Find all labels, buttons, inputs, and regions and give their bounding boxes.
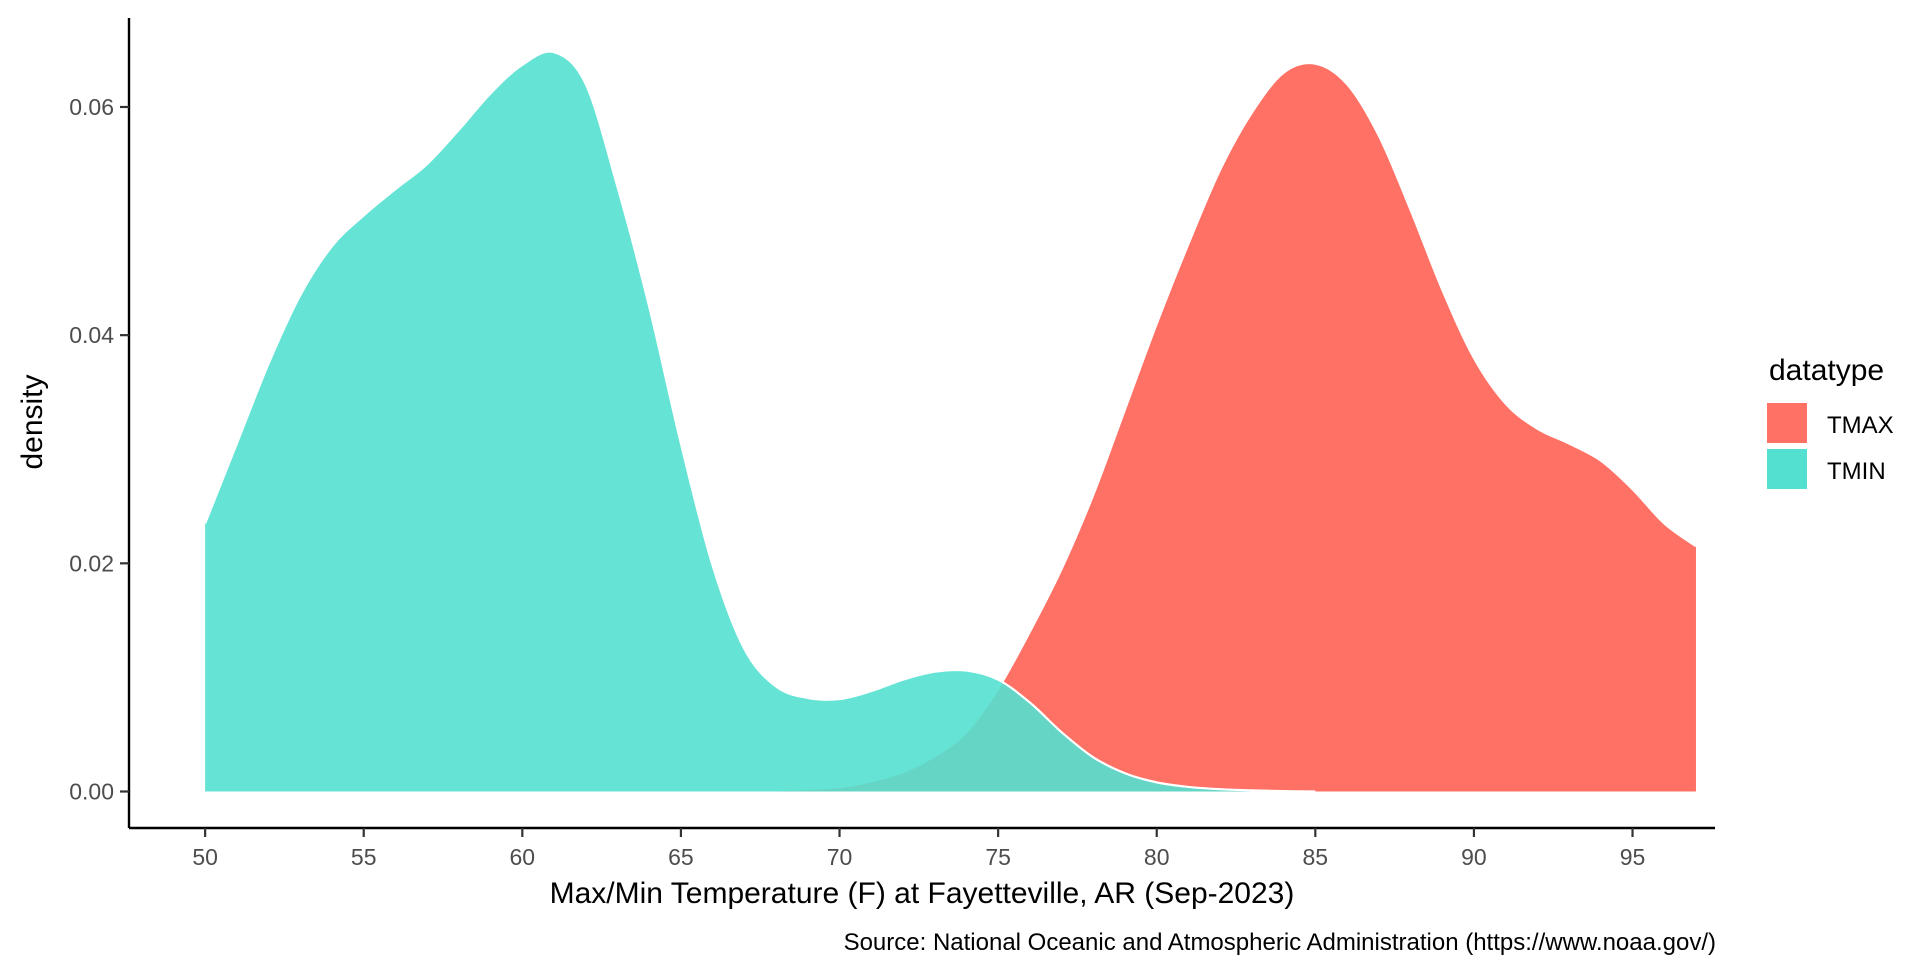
x-tick-group: 50 55 60 65 70 75 80 85 90 95 (192, 828, 1645, 870)
x-tick-label: 50 (192, 844, 218, 870)
x-tick-label: 65 (668, 844, 694, 870)
x-tick-label: 95 (1620, 844, 1646, 870)
legend-swatch (1767, 449, 1807, 489)
y-tick-label: 0.02 (69, 550, 114, 576)
x-tick-label: 90 (1461, 844, 1487, 870)
legend-label: TMIN (1827, 458, 1886, 485)
legend-swatch (1767, 403, 1807, 443)
axes-layer (127, 18, 1715, 830)
density-series-tmin (204, 50, 1316, 793)
x-tick-label: 60 (510, 844, 536, 870)
x-tick-label: 80 (1144, 844, 1170, 870)
y-tick-group: 0.00 0.02 0.04 0.06 (69, 94, 129, 804)
density-layer (204, 50, 1697, 793)
legend-label: TMAX (1827, 412, 1894, 439)
x-tick-label: 70 (827, 844, 853, 870)
legend-item-tmax: TMAX (1767, 403, 1894, 443)
x-tick-label: 55 (351, 844, 377, 870)
density-series-tmax (712, 62, 1697, 793)
density-area-tmax (712, 63, 1696, 792)
legend-item-tmin: TMIN (1767, 449, 1886, 489)
caption: Source: National Oceanic and Atmospheric… (844, 929, 1716, 956)
legend-items: TMAX TMIN (1767, 403, 1894, 489)
y-tick-label: 0.04 (69, 322, 114, 348)
x-tick-label: 85 (1303, 844, 1329, 870)
legend: datatype TMAX TMIN (1767, 354, 1894, 489)
density-outline-tmin (204, 50, 1316, 793)
x-tick-label: 75 (985, 844, 1011, 870)
y-axis-title: density (16, 374, 49, 469)
legend-title: datatype (1769, 354, 1884, 387)
x-axis-title: Max/Min Temperature (F) at Fayetteville,… (550, 877, 1295, 910)
y-tick-label: 0.00 (69, 778, 114, 804)
density-area-tmin (205, 51, 1316, 792)
y-tick-label: 0.06 (69, 94, 114, 120)
